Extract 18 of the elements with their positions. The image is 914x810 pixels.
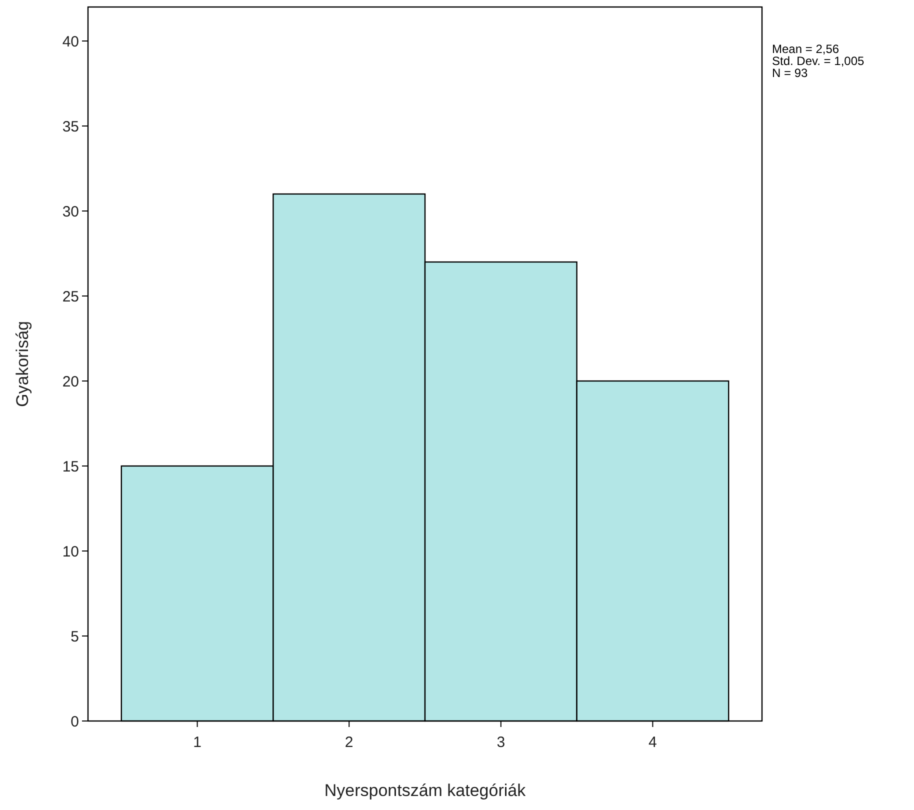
x-axis-title: Nyerspontszám kategóriák: [324, 781, 526, 800]
x-tick-label: 4: [648, 734, 657, 751]
x-tick-label: 1: [193, 734, 202, 751]
y-tick-label: 0: [70, 713, 79, 730]
y-tick-label: 15: [62, 458, 79, 476]
y-tick-label: 35: [62, 118, 79, 136]
text: N = 93: [772, 66, 808, 80]
y-axis-title: Gyakoriság: [13, 321, 32, 407]
text: Mean = 2,56: [772, 42, 840, 56]
y-tick-label: 20: [62, 373, 79, 390]
x-tick-label: 2: [344, 734, 354, 751]
y-tick-label: 40: [62, 33, 79, 50]
y-tick-label: 5: [70, 628, 79, 646]
y-tick-label: 10: [62, 543, 79, 560]
text: Std. Dev. = 1,005: [772, 54, 864, 68]
y-tick-label: 25: [62, 288, 79, 306]
x-tick-label: 3: [496, 734, 506, 751]
y-tick-label: 30: [62, 203, 79, 220]
